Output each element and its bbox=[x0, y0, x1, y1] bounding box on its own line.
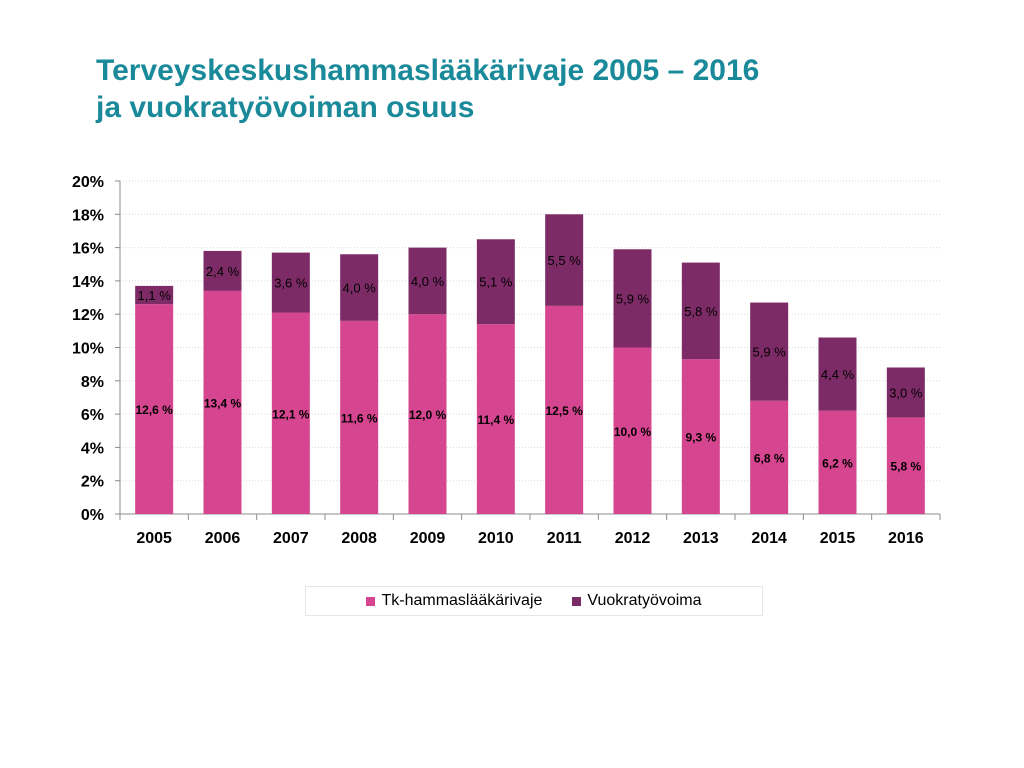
data-label-vuokratyovoima: 4,0 % bbox=[343, 281, 377, 296]
data-label-vuokratyovoima: 4,4 % bbox=[821, 367, 855, 382]
data-label-tk-hammaslaakarivaje: 11,6 % bbox=[341, 411, 378, 425]
slide-title: Terveyskeskushammaslääkärivaje 2005 – 20… bbox=[96, 52, 759, 126]
data-label-vuokratyovoima: 5,9 % bbox=[753, 345, 787, 360]
data-label-vuokratyovoima: 5,8 % bbox=[684, 304, 718, 319]
bar-vuokratyovoima bbox=[818, 337, 857, 411]
data-label-tk-hammaslaakarivaje: 10,0 % bbox=[614, 425, 652, 439]
bar-tk-hammaslaakarivaje bbox=[545, 305, 584, 514]
x-tick-label: 2009 bbox=[410, 530, 446, 547]
bar-tk-hammaslaakarivaje bbox=[135, 304, 174, 514]
y-tick-label: 0% bbox=[81, 507, 104, 524]
legend-label-series-1: Tk-hammaslääkärivaje bbox=[381, 592, 543, 609]
data-label-vuokratyovoima: 5,1 % bbox=[479, 275, 513, 290]
x-tick-label: 2015 bbox=[820, 530, 856, 547]
bar-vuokratyovoima bbox=[886, 367, 925, 418]
legend-item-series-2: Vuokratyövoima bbox=[572, 592, 702, 610]
x-tick-label: 2008 bbox=[341, 530, 377, 547]
legend-item-series-1: Tk-hammaslääkärivaje bbox=[366, 592, 542, 610]
data-label-tk-hammaslaakarivaje: 6,2 % bbox=[822, 456, 853, 470]
x-tick-label: 2011 bbox=[547, 530, 582, 547]
data-label-tk-hammaslaakarivaje: 9,3 % bbox=[685, 431, 716, 445]
y-tick-label: 16% bbox=[72, 241, 104, 258]
data-label-tk-hammaslaakarivaje: 12,6 % bbox=[135, 403, 173, 417]
bar-tk-hammaslaakarivaje bbox=[271, 312, 310, 514]
bar-tk-hammaslaakarivaje bbox=[476, 324, 515, 514]
y-tick-label: 10% bbox=[72, 341, 104, 358]
bar-tk-hammaslaakarivaje bbox=[408, 314, 447, 514]
data-label-tk-hammaslaakarivaje: 5,8 % bbox=[890, 460, 921, 474]
data-label-tk-hammaslaakarivaje: 12,0 % bbox=[409, 408, 447, 422]
x-tick-label: 2006 bbox=[205, 530, 241, 547]
data-label-tk-hammaslaakarivaje: 12,5 % bbox=[545, 404, 583, 418]
bar-vuokratyovoima bbox=[135, 285, 174, 305]
bar-tk-hammaslaakarivaje bbox=[750, 400, 789, 514]
x-tick-label: 2012 bbox=[615, 530, 651, 547]
data-label-tk-hammaslaakarivaje: 13,4 % bbox=[204, 396, 242, 410]
y-tick-label: 20% bbox=[72, 174, 104, 191]
bar-vuokratyovoima bbox=[750, 302, 789, 401]
data-label-vuokratyovoima: 2,4 % bbox=[206, 264, 240, 279]
bar-tk-hammaslaakarivaje bbox=[203, 290, 242, 514]
y-tick-label: 12% bbox=[72, 307, 104, 324]
bar-vuokratyovoima bbox=[545, 214, 584, 306]
bar-tk-hammaslaakarivaje bbox=[681, 359, 720, 514]
x-tick-label: 2014 bbox=[751, 530, 787, 547]
bar-vuokratyovoima bbox=[476, 239, 515, 325]
x-tick-label: 2005 bbox=[136, 530, 172, 547]
bar-vuokratyovoima bbox=[203, 250, 242, 291]
y-tick-label: 6% bbox=[81, 407, 104, 424]
y-tick-label: 14% bbox=[72, 274, 104, 291]
x-tick-label: 2013 bbox=[683, 530, 719, 547]
legend-swatch-series-1 bbox=[366, 596, 376, 606]
bar-vuokratyovoima bbox=[271, 252, 310, 313]
legend-label-series-2: Vuokratyövoima bbox=[587, 592, 702, 609]
title-line-2: ja vuokratyövoiman osuus bbox=[96, 91, 475, 124]
x-tick-label: 2010 bbox=[478, 530, 514, 547]
x-tick-label: 2007 bbox=[273, 530, 309, 547]
bar-vuokratyovoima bbox=[681, 262, 720, 360]
data-label-tk-hammaslaakarivaje: 12,1 % bbox=[272, 407, 310, 421]
bar-vuokratyovoima bbox=[340, 254, 379, 321]
y-tick-label: 18% bbox=[72, 207, 104, 224]
bar-tk-hammaslaakarivaje bbox=[340, 320, 379, 514]
bar-tk-hammaslaakarivaje bbox=[886, 417, 925, 514]
data-label-vuokratyovoima: 1,1 % bbox=[138, 288, 172, 303]
bar-tk-hammaslaakarivaje bbox=[818, 410, 857, 514]
data-label-tk-hammaslaakarivaje: 11,4 % bbox=[477, 413, 514, 427]
data-label-vuokratyovoima: 3,6 % bbox=[274, 276, 308, 291]
data-label-vuokratyovoima: 5,9 % bbox=[616, 291, 650, 306]
bar-tk-hammaslaakarivaje bbox=[613, 347, 652, 514]
x-tick-label: 2016 bbox=[888, 530, 924, 547]
bar-vuokratyovoima bbox=[408, 247, 447, 315]
bar-vuokratyovoima bbox=[613, 249, 652, 348]
title-line-1: Terveyskeskushammaslääkärivaje 2005 – 20… bbox=[96, 54, 760, 87]
data-label-vuokratyovoima: 5,5 % bbox=[548, 253, 582, 268]
data-label-tk-hammaslaakarivaje: 6,8 % bbox=[754, 451, 785, 465]
y-tick-label: 4% bbox=[81, 440, 104, 457]
chart-legend: Tk-hammaslääkärivaje Vuokratyövoima bbox=[305, 586, 763, 616]
data-label-vuokratyovoima: 3,0 % bbox=[889, 385, 923, 400]
data-label-vuokratyovoima: 4,0 % bbox=[411, 274, 445, 289]
y-tick-label: 8% bbox=[81, 374, 104, 391]
legend-swatch-series-2 bbox=[572, 596, 582, 606]
y-tick-label: 2% bbox=[81, 474, 104, 491]
